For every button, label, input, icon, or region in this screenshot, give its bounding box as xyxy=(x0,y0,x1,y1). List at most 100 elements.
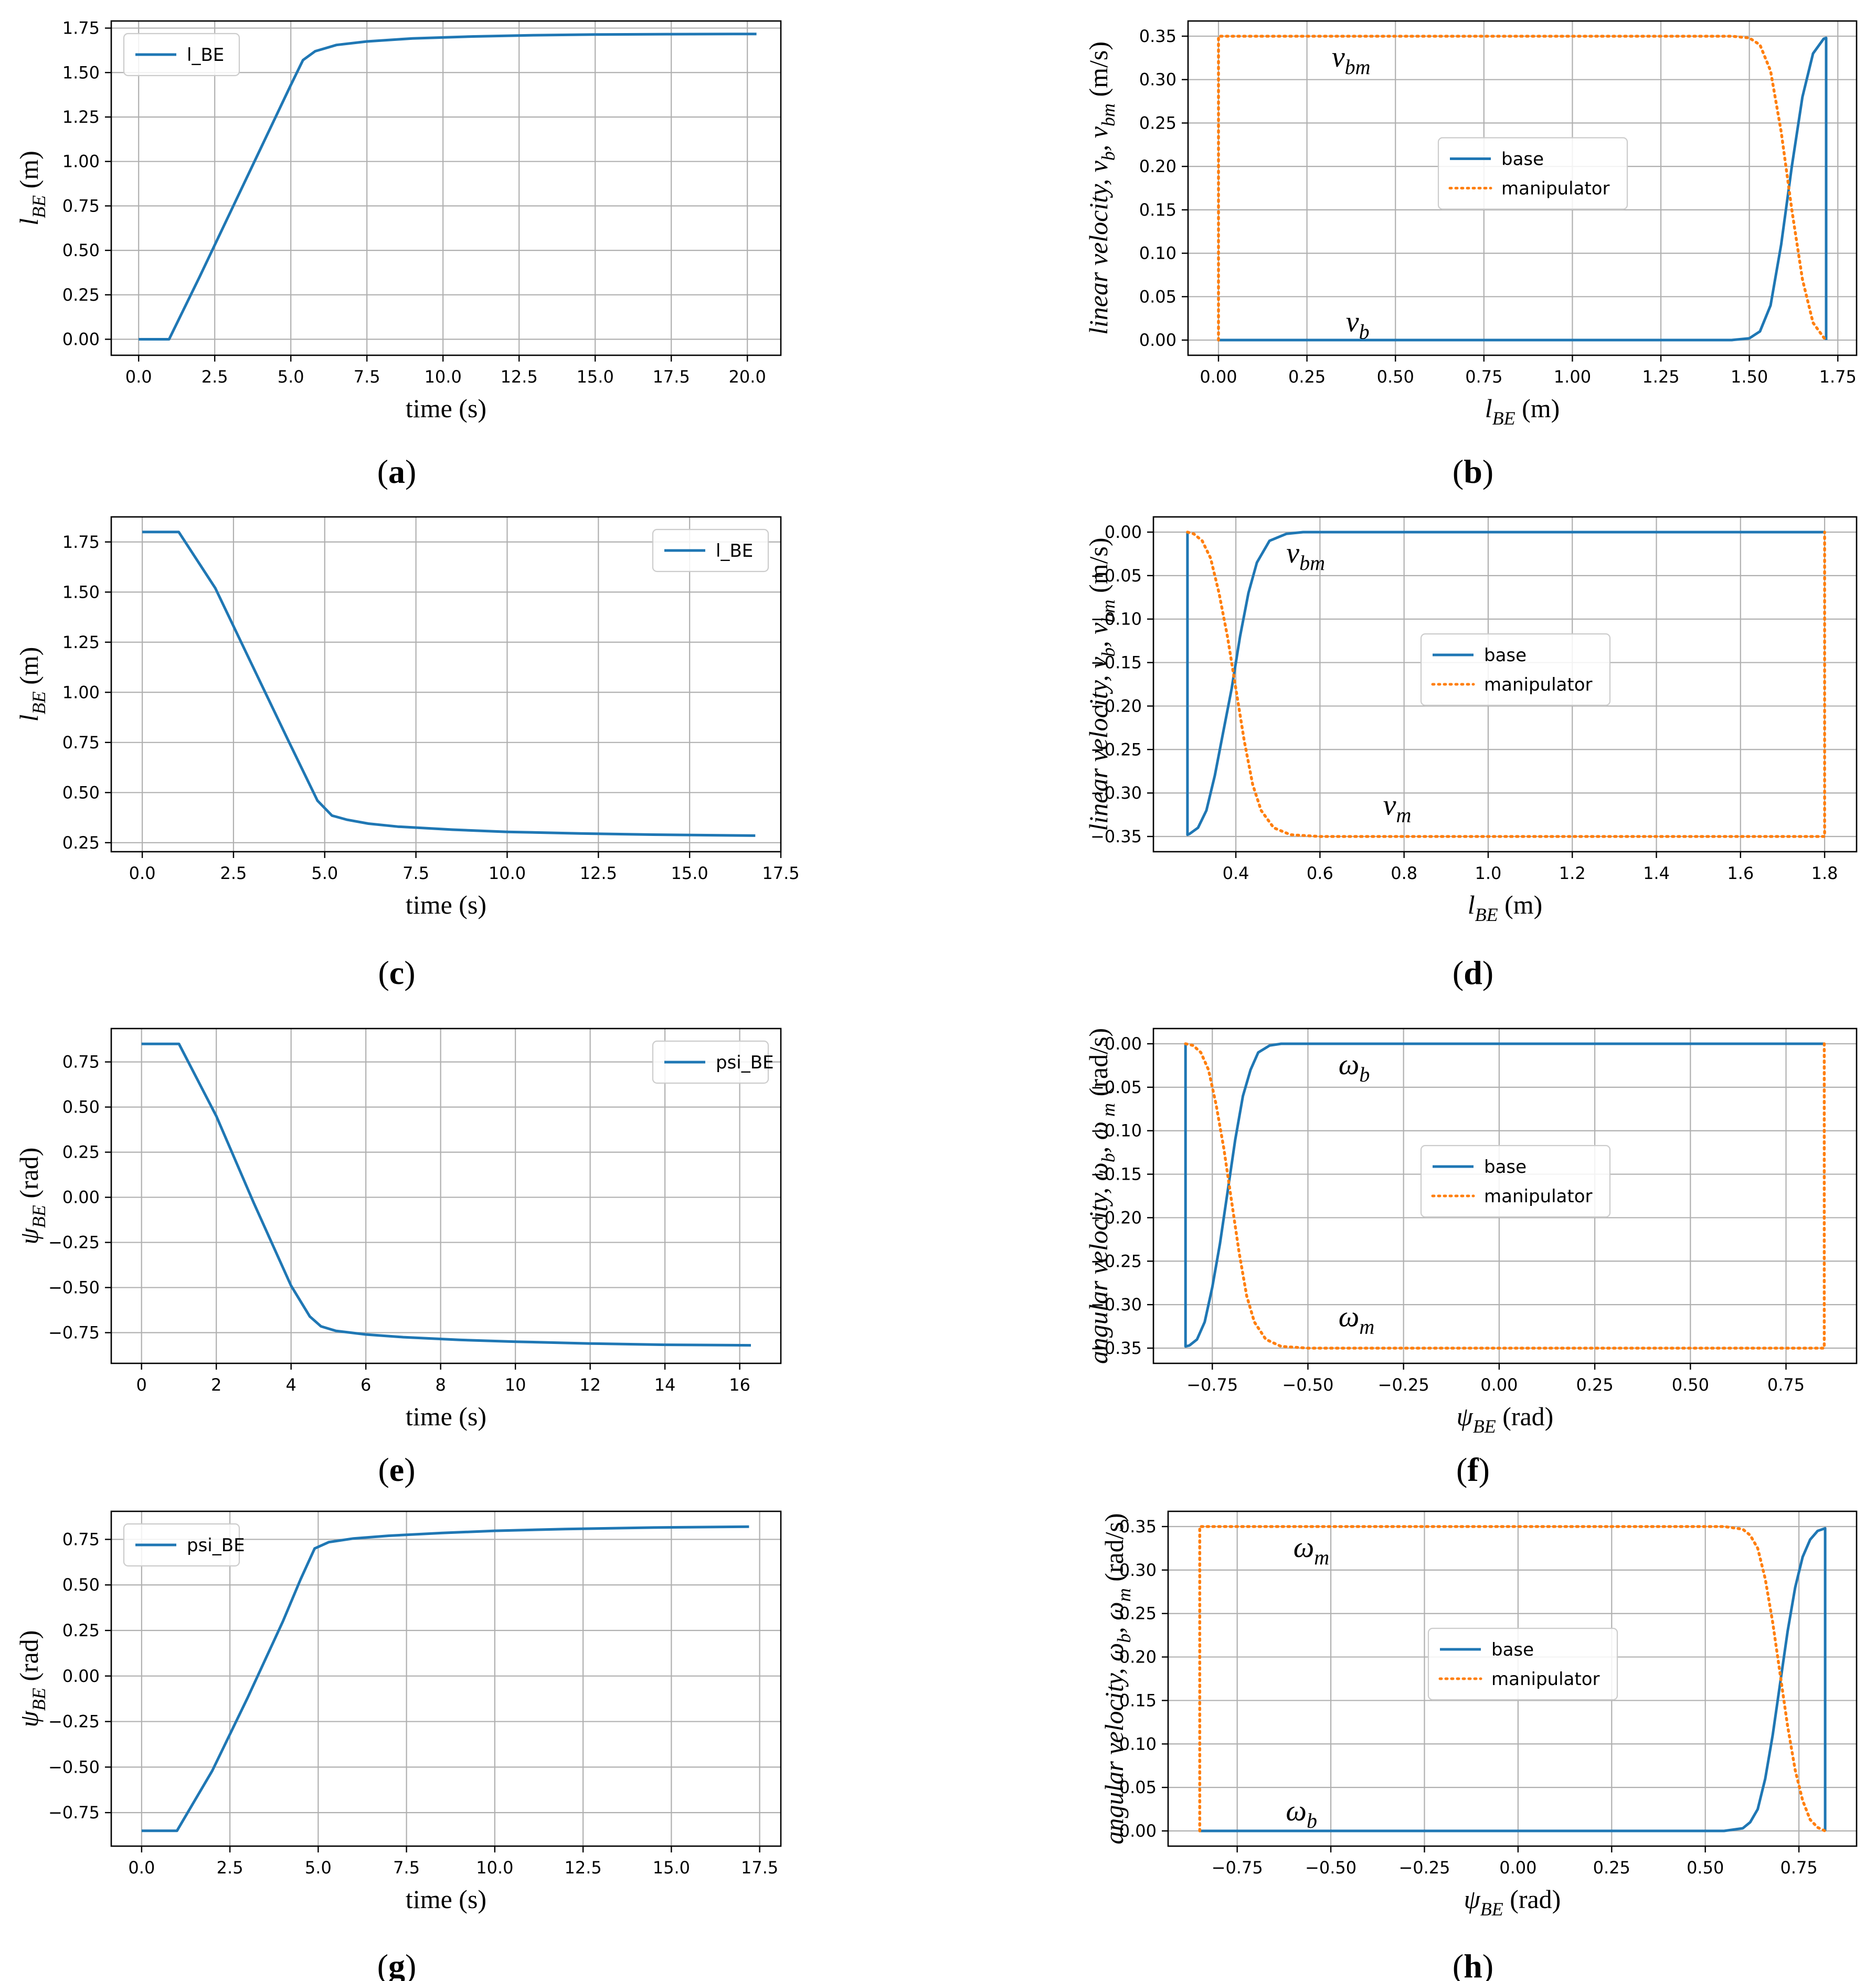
y-axis-label: ψBE (rad) xyxy=(14,1630,49,1728)
y-tick-label: 0.20 xyxy=(1139,156,1177,176)
x-tick-label: 1.2 xyxy=(1559,863,1586,883)
x-tick-label: 20.0 xyxy=(729,367,766,387)
x-tick-label: 0.8 xyxy=(1391,863,1417,883)
y-tick-label: 0.00 xyxy=(1139,330,1177,350)
y-tick-label: −0.25 xyxy=(48,1712,100,1732)
x-tick-label: 12.5 xyxy=(580,863,617,883)
y-tick-label: −0.30 xyxy=(1090,1295,1142,1315)
y-tick-label: −0.25 xyxy=(48,1233,100,1253)
legend-label: manipulator xyxy=(1484,674,1592,695)
x-tick-label: 2.5 xyxy=(217,1858,243,1878)
x-tick-label: 1.50 xyxy=(1731,367,1768,387)
legend-box xyxy=(123,33,240,77)
x-tick-label: 14 xyxy=(654,1375,676,1395)
y-tick-label: 1.50 xyxy=(62,62,100,82)
legend-box xyxy=(1437,137,1628,210)
x-tick-label: 0.25 xyxy=(1288,367,1326,387)
curve-annotation: vm xyxy=(1383,789,1412,827)
y-tick-label: 0.35 xyxy=(1119,1517,1157,1537)
curve-annotation: vb xyxy=(1346,306,1370,344)
x-tick-label: 1.8 xyxy=(1811,863,1838,883)
y-axis-label: ψBE (rad) xyxy=(14,1148,49,1245)
y-tick-label: −0.10 xyxy=(1090,1121,1142,1141)
legend-box xyxy=(1427,1627,1618,1701)
x-tick-label: 0.75 xyxy=(1767,1375,1805,1395)
x-tick-label: 16 xyxy=(729,1375,750,1395)
x-tick-label: −0.50 xyxy=(1282,1375,1333,1395)
y-tick-label: −0.75 xyxy=(48,1803,100,1823)
chart-panel-e: 0 2 4 6 8 10 12 14 16 −0.75 −0.50 −0.25 0.00 0.25 0.50… xyxy=(14,1027,782,1488)
x-tick-label: 2 xyxy=(211,1375,221,1395)
series-line-psi-be xyxy=(141,1525,749,1832)
series-line-l-be xyxy=(142,531,756,837)
panel-caption: (c) xyxy=(378,954,415,991)
legend-label: psi_BE xyxy=(187,1535,245,1556)
series-line-manipulator xyxy=(1186,531,1826,838)
x-tick-label: 0.6 xyxy=(1307,863,1333,883)
x-tick-label: 15.0 xyxy=(671,863,708,883)
x-tick-label: −0.75 xyxy=(1186,1375,1238,1395)
x-tick-label: 2.5 xyxy=(220,863,247,883)
legend: base manipulator xyxy=(1420,1145,1611,1218)
curve-annotation: ωm xyxy=(1294,1531,1329,1569)
y-tick-label: −0.50 xyxy=(48,1278,100,1298)
x-tick-label: 0.0 xyxy=(129,863,156,883)
y-tick-label: 0.30 xyxy=(1139,70,1177,90)
x-tick-label: 6 xyxy=(361,1375,371,1395)
x-tick-label: 5.0 xyxy=(278,367,304,387)
legend-box xyxy=(1420,1145,1611,1218)
x-tick-label: −0.25 xyxy=(1378,1375,1429,1395)
y-tick-label: 0.00 xyxy=(62,330,100,349)
y-tick-label: −0.10 xyxy=(1090,609,1142,629)
x-axis-label: time (s) xyxy=(406,394,486,423)
y-tick-label: 0.05 xyxy=(1119,1777,1157,1797)
x-tick-label: 0.00 xyxy=(1480,1375,1518,1395)
x-tick-label: 5.0 xyxy=(311,863,338,883)
x-tick-label: 0.0 xyxy=(125,367,152,387)
y-axis-label: angular velocity, ωb, ω m (rad/s) xyxy=(1084,1028,1119,1364)
curve-annotation: vbm xyxy=(1286,537,1325,575)
x-tick-label: 15.0 xyxy=(653,1858,690,1878)
panel-caption: (f) xyxy=(1456,1451,1490,1488)
x-tick-label: 1.6 xyxy=(1727,863,1754,883)
x-tick-label: 10.0 xyxy=(489,863,526,883)
y-tick-label: 0.15 xyxy=(1119,1690,1157,1710)
x-tick-label: 12 xyxy=(579,1375,601,1395)
y-tick-label: −0.50 xyxy=(48,1757,100,1777)
legend-box xyxy=(652,1040,769,1084)
x-tick-label: 0.75 xyxy=(1465,367,1502,387)
legend-label: base xyxy=(1491,1639,1534,1660)
legend: l_BE xyxy=(123,33,240,77)
legend: psi_BE xyxy=(123,1523,245,1567)
y-tick-label: 0.35 xyxy=(1139,26,1177,46)
y-tick-label: 0.75 xyxy=(62,1052,100,1072)
legend-label: psi_BE xyxy=(716,1052,774,1073)
y-tick-label: 0.15 xyxy=(1139,200,1177,220)
y-tick-label: −0.20 xyxy=(1090,1207,1142,1227)
series-line-manipulator xyxy=(1217,35,1828,342)
x-axis-label: lBE (m) xyxy=(1468,890,1543,925)
y-tick-label: 0.25 xyxy=(62,1142,100,1162)
y-axis-label: angular velocity, ωb, ωm (rad/s) xyxy=(1099,1513,1135,1844)
x-axis-label: time (s) xyxy=(406,1402,486,1431)
x-tick-label: 0.50 xyxy=(1377,367,1414,387)
series-line-base xyxy=(1200,1527,1827,1832)
y-tick-label: 0.00 xyxy=(1105,522,1142,542)
series-line-manipulator xyxy=(1184,1042,1826,1350)
y-axis-label: linear velocity, vb, vbm (m/s) xyxy=(1084,41,1119,335)
y-axis-label: lBE (m) xyxy=(14,151,49,226)
y-tick-label: −0.30 xyxy=(1090,783,1142,803)
x-tick-label: 1.75 xyxy=(1819,367,1857,387)
y-tick-label: −0.15 xyxy=(1090,1164,1142,1184)
x-tick-label: −0.50 xyxy=(1305,1858,1356,1878)
chart-panel-a: 0.0 2.5 5.0 7.5 10.0 12.5 15.0 17.5 20.0 0.00 0.25… xyxy=(14,18,782,490)
y-tick-label: 0.25 xyxy=(62,285,100,305)
x-tick-label: 0 xyxy=(136,1375,147,1395)
series-line-l-be xyxy=(139,33,757,341)
plot-frame xyxy=(1167,1510,1858,1847)
legend: base manipulator xyxy=(1420,633,1611,706)
legend-label: l_BE xyxy=(716,541,753,562)
x-tick-label: 12.5 xyxy=(564,1858,601,1878)
y-tick-label: 0.75 xyxy=(62,196,100,216)
